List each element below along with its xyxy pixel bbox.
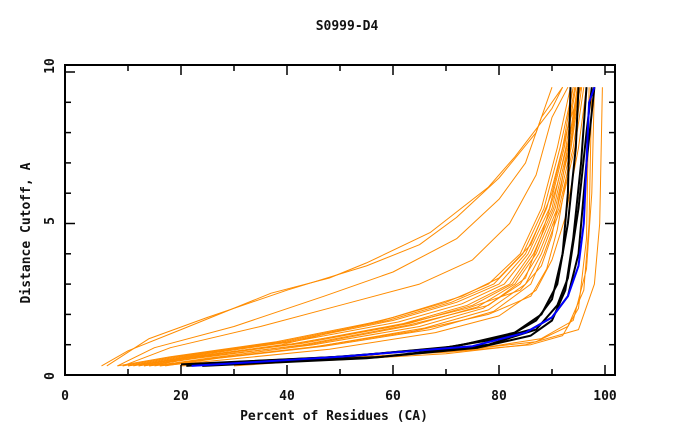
series-layer xyxy=(101,86,603,367)
series-line-model-o xyxy=(138,87,579,367)
series-line-model-e xyxy=(117,87,571,367)
x-tick-label-100: 100 xyxy=(593,389,617,404)
series-line-model-y xyxy=(191,87,580,366)
series-line-model-d xyxy=(122,86,569,367)
x-tick-label-0: 0 xyxy=(61,389,69,404)
x-axis-label: Percent of Residues (CA) xyxy=(240,409,428,424)
series-line-model-w xyxy=(191,87,590,367)
chart-title: S0999-D4 xyxy=(316,19,379,34)
y-tick-label-10: 10 xyxy=(43,58,58,74)
y-tick-label-5: 5 xyxy=(43,217,58,225)
series-line-model-p xyxy=(149,87,579,367)
tick-layer xyxy=(65,65,615,375)
x-tick-label-60: 60 xyxy=(385,389,401,404)
series-line-model-b xyxy=(106,87,553,367)
series-line-model-a xyxy=(101,86,564,367)
y-tick-label-0: 0 xyxy=(43,372,58,380)
series-line-model-j xyxy=(143,87,578,367)
series-line-model-c xyxy=(117,86,564,367)
series-line-model-i xyxy=(138,87,577,367)
y-axis-label: Distance Cutoff, A xyxy=(19,162,34,303)
series-line-model-f xyxy=(122,87,574,367)
series-line-model-best xyxy=(191,86,596,367)
series-line-model-h xyxy=(133,87,576,367)
x-tick-label-40: 40 xyxy=(279,389,295,404)
series-line-model-aa xyxy=(212,87,593,366)
x-tick-label-80: 80 xyxy=(491,389,507,404)
series-line-model-g xyxy=(127,87,574,367)
series-line-model-s xyxy=(143,87,579,367)
x-tick-label-20: 20 xyxy=(173,389,189,404)
series-line-model-q xyxy=(127,87,582,367)
